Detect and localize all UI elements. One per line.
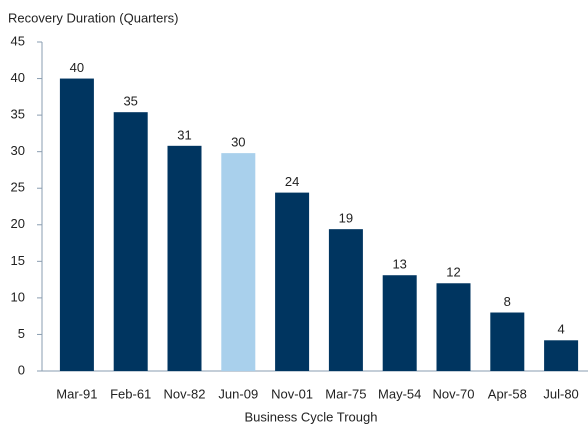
data-label: 12 (446, 265, 460, 280)
x-tick-label: Nov-70 (433, 386, 475, 401)
x-axis-label: Business Cycle Trough (245, 409, 378, 424)
y-axis-label: Recovery Duration (Quarters) (8, 10, 179, 25)
data-label: 40 (70, 60, 84, 75)
data-label: 24 (285, 174, 299, 189)
bar (221, 153, 256, 371)
y-tick-label: 35 (11, 107, 25, 122)
y-tick-label: 0 (18, 362, 25, 377)
y-tick-label: 10 (11, 289, 25, 304)
bar (328, 229, 363, 371)
data-label: 13 (392, 257, 406, 272)
y-tick-label: 20 (11, 216, 25, 231)
bar (59, 78, 94, 372)
y-tick-label: 45 (11, 33, 25, 48)
data-label: 8 (504, 294, 511, 309)
x-tick-label: Mar-91 (56, 386, 97, 401)
y-tick-label: 15 (11, 253, 25, 268)
bar (382, 275, 417, 371)
bar (436, 283, 471, 371)
x-tick-label: Nov-01 (271, 386, 313, 401)
data-label: 30 (231, 135, 245, 150)
x-tick-label: Jul-80 (543, 386, 578, 401)
x-tick-label: Nov-82 (164, 386, 206, 401)
bar (113, 112, 148, 371)
y-tick-label: 40 (11, 70, 25, 85)
x-tick-label: Jun-09 (218, 386, 258, 401)
data-label: 35 (123, 94, 137, 109)
x-tick-label: Feb-61 (110, 386, 151, 401)
y-tick-label: 30 (11, 143, 25, 158)
bar (167, 145, 202, 371)
x-tick-label: Apr-58 (488, 386, 527, 401)
x-tick-label: Mar-75 (325, 386, 366, 401)
data-label: 31 (177, 127, 191, 142)
bar (275, 192, 310, 371)
y-tick-label: 25 (11, 180, 25, 195)
x-tick-label: May-54 (378, 386, 421, 401)
y-tick-label: 5 (18, 326, 25, 341)
data-label: 19 (339, 211, 353, 226)
bar (490, 312, 525, 371)
data-label: 4 (557, 322, 564, 337)
bar (544, 340, 579, 371)
